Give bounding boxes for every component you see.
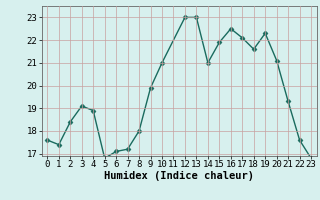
X-axis label: Humidex (Indice chaleur): Humidex (Indice chaleur): [104, 171, 254, 181]
